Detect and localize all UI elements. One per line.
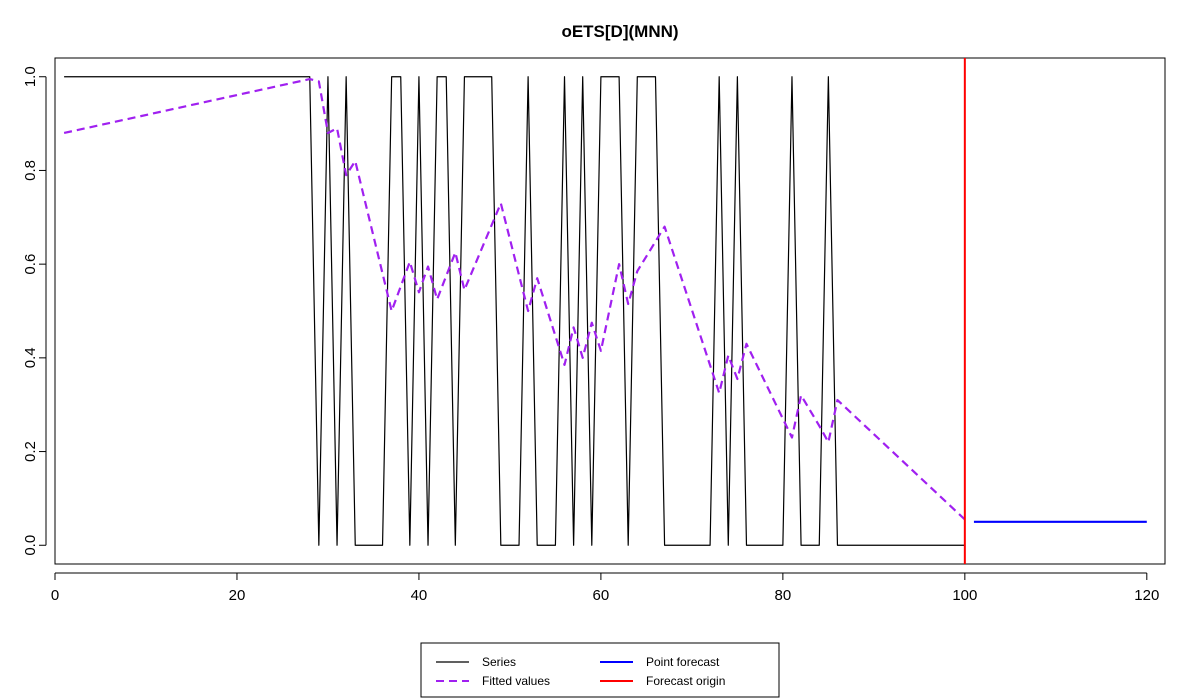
plot-area-border: [54, 57, 1166, 565]
legend-label: Point forecast: [646, 655, 720, 669]
x-tick-label: 20: [229, 587, 246, 604]
legend-label: Series: [482, 655, 516, 669]
x-tick-label: 80: [775, 587, 792, 604]
y-axis: 0.0 0.2 0.4 0.6 0.8 1.0: [22, 66, 47, 556]
y-tick-label: 0.0: [22, 535, 39, 556]
series-line-series: [64, 76, 965, 546]
legend-label: Fitted values: [482, 674, 550, 688]
x-tick-label: 40: [411, 587, 428, 604]
legend: Series Fitted values Point forecast Forecas…: [420, 642, 780, 698]
y-tick-label: 0.4: [22, 347, 39, 368]
x-tick-label: 120: [1134, 587, 1159, 604]
y-tick-label: 1.0: [22, 66, 39, 87]
y-tick-label: 0.8: [22, 160, 39, 181]
legend-box: [420, 642, 780, 698]
legend-label: Forecast origin: [646, 674, 725, 688]
x-axis: 0 20 40 60 80 100 120: [51, 572, 1159, 604]
series-layer: [63, 58, 1147, 564]
x-tick-label: 0: [51, 587, 59, 604]
x-tick-label: 100: [952, 587, 977, 604]
y-tick-label: 0.2: [22, 441, 39, 462]
x-tick-label: 60: [593, 587, 610, 604]
chart-title: oETS[D](MNN): [561, 22, 678, 41]
y-tick-label: 0.6: [22, 254, 39, 275]
